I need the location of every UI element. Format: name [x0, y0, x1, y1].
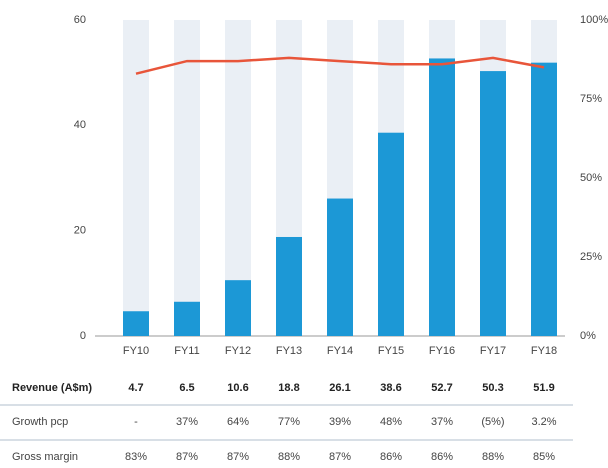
- table-cell: 83%: [125, 451, 147, 463]
- x-tick-label: FY18: [531, 345, 557, 357]
- y-tick-label: 0: [80, 330, 86, 342]
- bar: [174, 301, 200, 336]
- y2-tick-label: 25%: [580, 251, 602, 263]
- y2-tick-label: 0%: [580, 330, 596, 342]
- bar-background: [174, 20, 200, 336]
- table-cell: 50.3: [482, 382, 503, 394]
- table-cell: 87%: [176, 451, 198, 463]
- bar: [123, 311, 149, 336]
- x-tick-label: FY14: [327, 345, 353, 357]
- table-cell: 10.6: [227, 382, 248, 394]
- bar: [429, 58, 455, 337]
- table-cell: 77%: [278, 416, 300, 428]
- table-cell: 37%: [431, 416, 453, 428]
- y2-tick-label: 50%: [580, 172, 602, 184]
- table-cell: 6.5: [179, 382, 194, 394]
- x-tick-label: FY16: [429, 345, 455, 357]
- table-cell: 4.7: [128, 382, 143, 394]
- y2-tick-label: 75%: [580, 93, 602, 105]
- bar: [327, 198, 353, 336]
- table-cell: 18.8: [278, 382, 299, 394]
- x-tick-label: FY10: [123, 345, 149, 357]
- table-cell: -: [134, 416, 138, 428]
- row-label: Growth pcp: [12, 416, 68, 428]
- table-cell: 88%: [278, 451, 300, 463]
- line: [135, 56, 545, 75]
- x-tick-label: FY17: [480, 345, 506, 357]
- table-cell: 86%: [431, 451, 453, 463]
- table-cell: 39%: [329, 416, 351, 428]
- bar: [378, 132, 404, 336]
- table-cell: 26.1: [329, 382, 350, 394]
- row-label: Gross margin: [12, 451, 78, 463]
- table-cell: 38.6: [380, 382, 401, 394]
- y-tick-label: 60: [74, 14, 86, 26]
- y-tick-label: 20: [74, 225, 86, 237]
- table-cell: 64%: [227, 416, 249, 428]
- y-tick-label: 40: [74, 119, 86, 131]
- x-tick-label: FY12: [225, 345, 251, 357]
- table-cell: 48%: [380, 416, 402, 428]
- x-tick-label: FY13: [276, 345, 302, 357]
- table-cell: 85%: [533, 451, 555, 463]
- table-cell: 51.9: [533, 382, 554, 394]
- bar-background: [123, 20, 149, 336]
- table-cell: 3.2%: [531, 416, 556, 428]
- table-cell: (5%): [481, 416, 504, 428]
- bar: [276, 236, 302, 336]
- row-label: Revenue (A$m): [12, 382, 92, 394]
- bar: [480, 71, 506, 336]
- table-cell: 52.7: [431, 382, 452, 394]
- table-cell: 88%: [482, 451, 504, 463]
- table-cell: 87%: [227, 451, 249, 463]
- x-tick-label: FY11: [174, 345, 199, 357]
- bar: [531, 62, 557, 336]
- table-cell: 37%: [176, 416, 198, 428]
- bar: [225, 280, 251, 336]
- y2-tick-label: 100%: [580, 14, 608, 26]
- x-tick-label: FY15: [378, 345, 404, 357]
- table-cell: 86%: [380, 451, 402, 463]
- table-cell: 87%: [329, 451, 351, 463]
